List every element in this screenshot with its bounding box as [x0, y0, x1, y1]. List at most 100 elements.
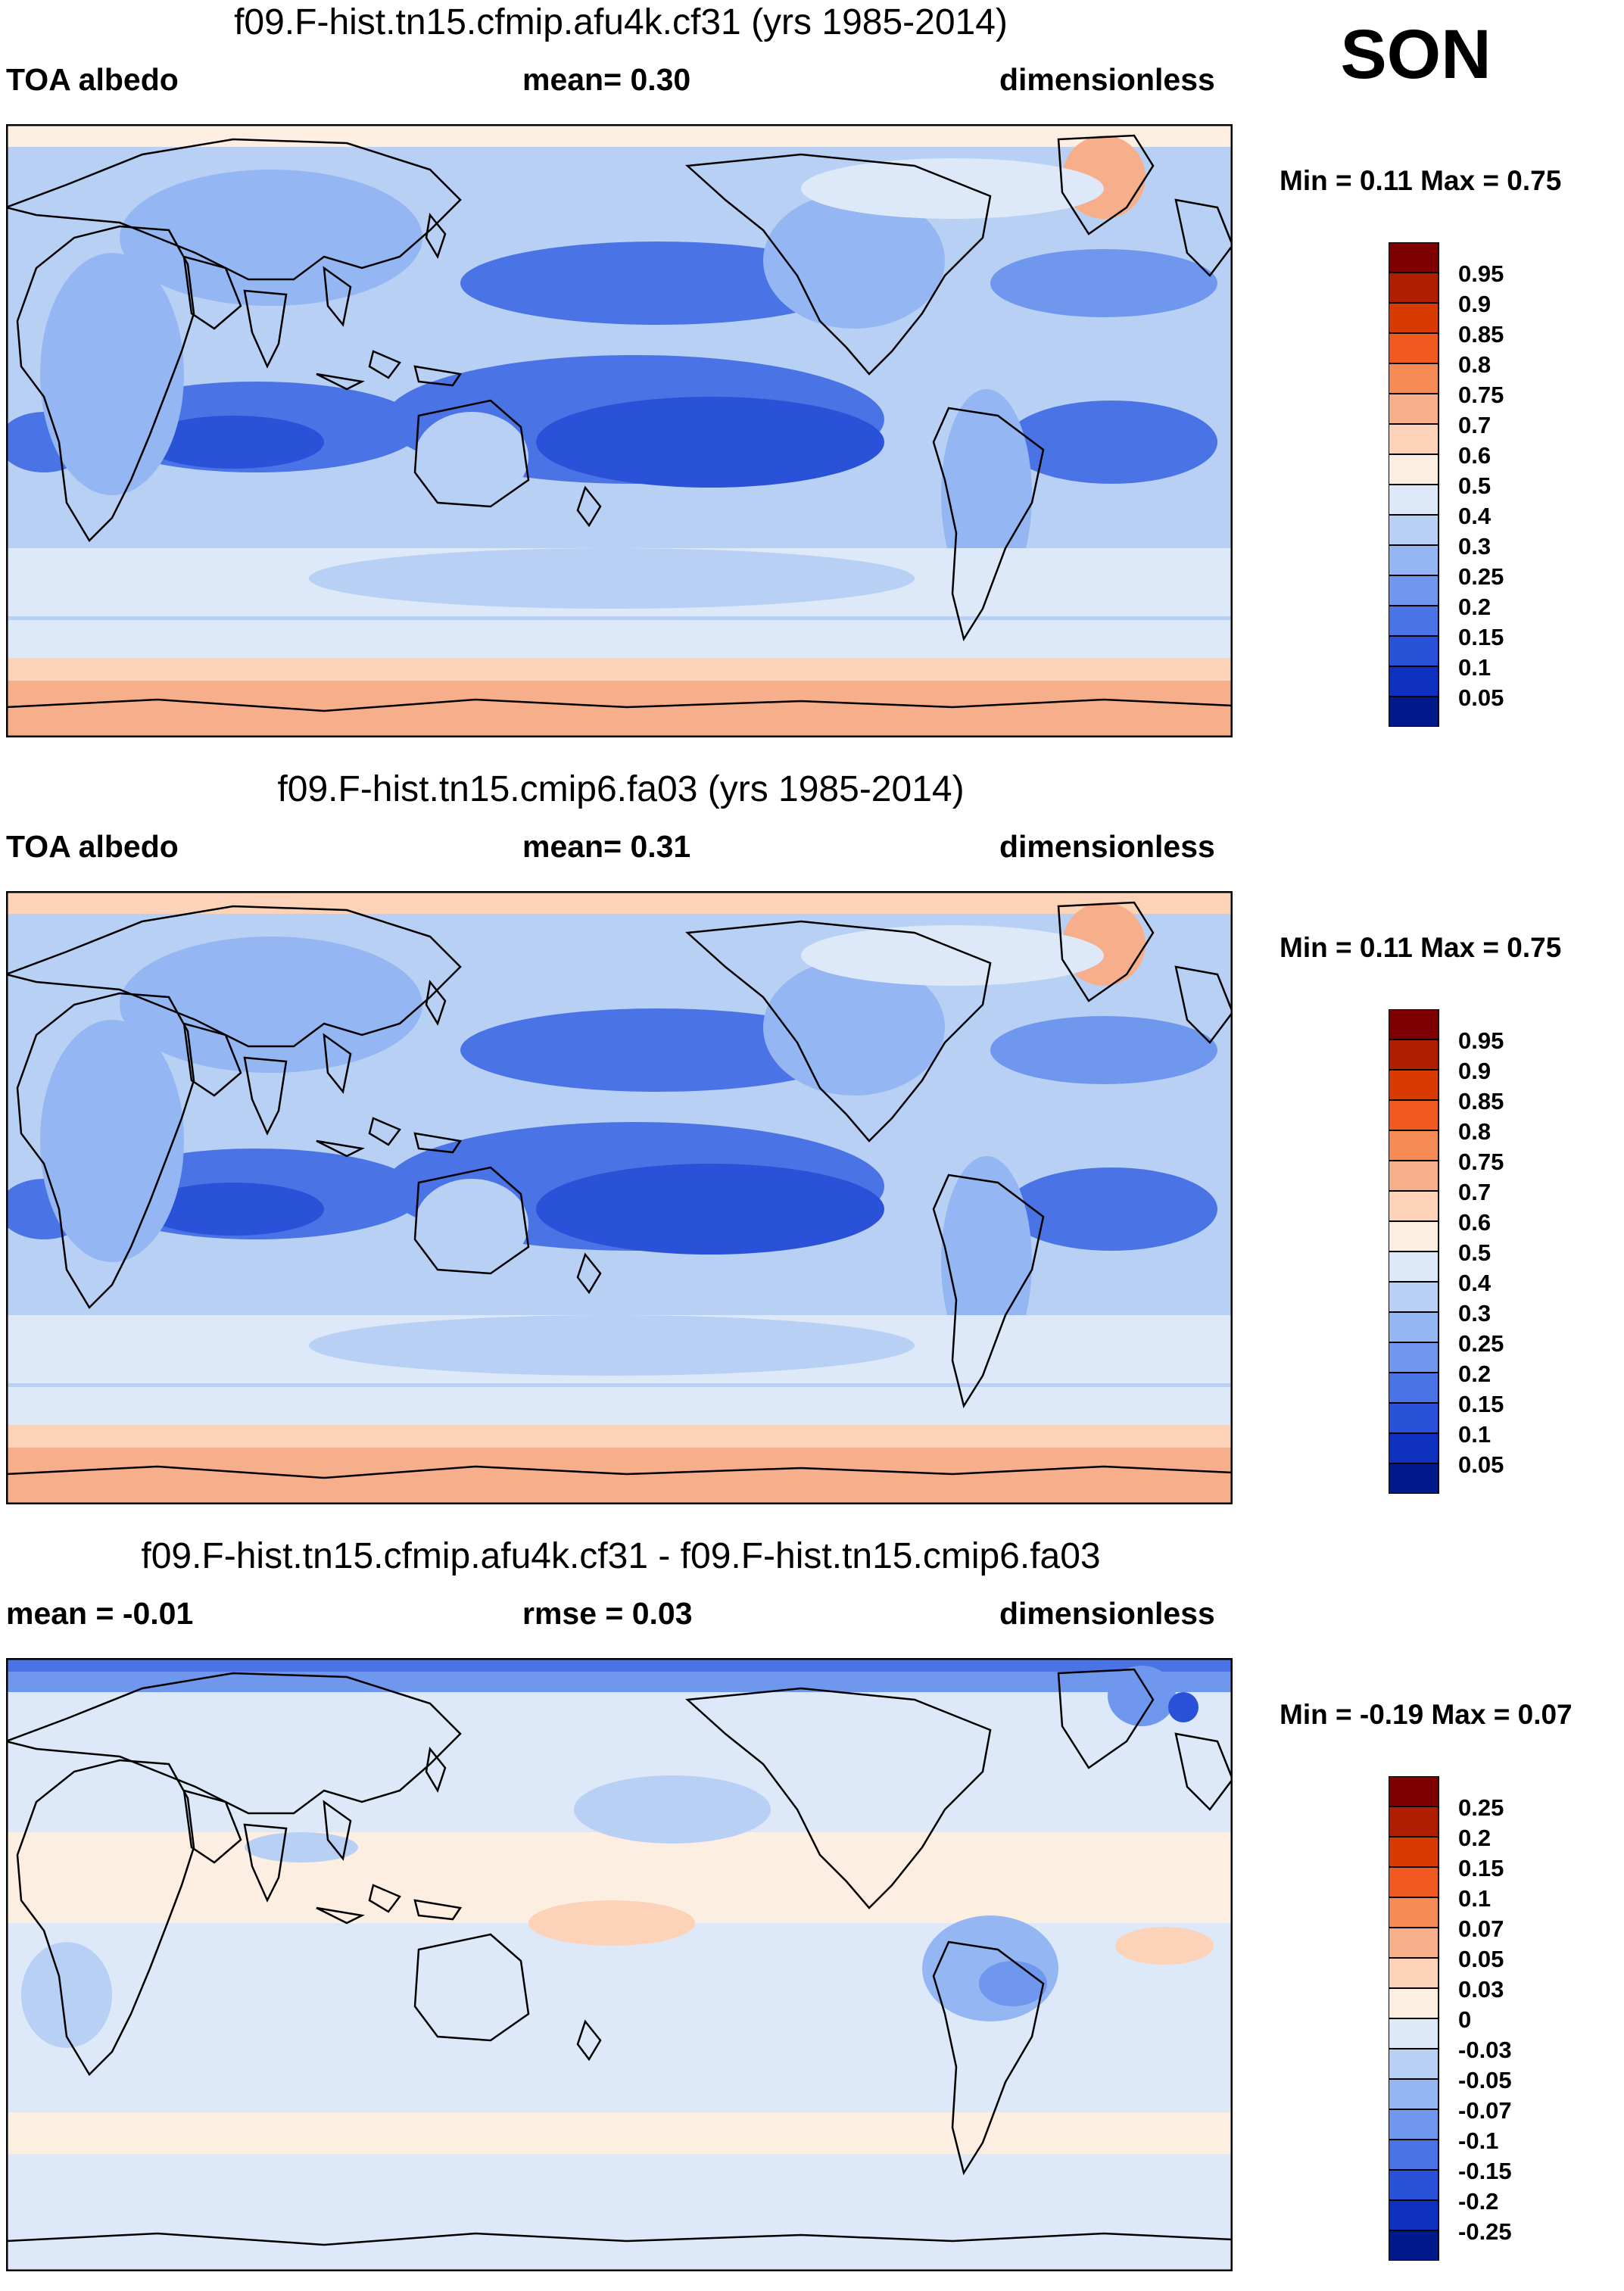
coastline: [323, 1800, 352, 1861]
colorbar: 0.25 0.2 0.15 0.1 0.07 0.05 0.03 0 -0.03 -0.05 -0.…: [1389, 1776, 1512, 2261]
coastline: [6, 2232, 1233, 2271]
colorbar-tick-label: 0.07: [1458, 1915, 1504, 1942]
colorbar: 0.95 0.9 0.85 0.8 0.75 0.7 0.6 0.5 0.4 0.3 0.25 0.2…: [1389, 1009, 1504, 1494]
rmse-label: rmse = 0.03: [522, 1596, 693, 1631]
colorbar-box: [1389, 454, 1439, 485]
map-frame: [6, 1658, 1233, 2271]
colorbar-tick-label: 0.8: [1458, 1118, 1491, 1145]
antarctic-band: [6, 1448, 1233, 1504]
arctic-band: [6, 891, 1233, 914]
coastline: [685, 153, 992, 376]
coastline: [425, 1747, 447, 1793]
colorbar-tick-label: 0.3: [1458, 1300, 1491, 1326]
colorbar-tick-label: -0.25: [1458, 2218, 1512, 2245]
negative-anomaly: [245, 1832, 358, 1862]
min-max-label: Min = -0.19 Max = 0.07: [1280, 1699, 1573, 1730]
colorbar-box: [1389, 696, 1439, 727]
colorbar-box: [1389, 1009, 1439, 1040]
coastline: [425, 213, 447, 259]
colorbar-box: [1389, 2230, 1439, 2261]
arctic-band: [6, 124, 1233, 147]
colorbar-tick-label: 0.05: [1458, 684, 1504, 711]
colorbar-tick-label: -0.03: [1458, 2037, 1512, 2063]
contour-region: [1168, 1692, 1199, 1722]
storm-track-band: [6, 620, 1233, 658]
coastline: [685, 1687, 992, 1909]
colorbar-box: [1389, 1251, 1439, 1283]
antarctic-band: [6, 681, 1233, 737]
season-label: SON: [1340, 16, 1492, 93]
contour-region: [460, 1008, 854, 1092]
colorbar-box: [1389, 2078, 1439, 2110]
contour-region: [142, 416, 324, 469]
coastline: [1057, 901, 1155, 1002]
coastline: [685, 920, 992, 1142]
coastline: [6, 1672, 462, 1815]
colorbar-box: [1389, 1866, 1439, 1898]
coastline: [368, 350, 401, 379]
storm-track-band: [6, 1387, 1233, 1425]
panel-title: f09.F-hist.tn15.cfmip.afu4k.cf31 - f09.F…: [141, 1536, 1101, 1576]
colorbar-tick-label: 0.25: [1458, 563, 1504, 590]
colorbar-tick-label: 0.15: [1458, 1855, 1504, 1881]
coastline: [368, 1117, 401, 1146]
colorbar-box: [1389, 332, 1439, 364]
variable-label: TOA albedo: [6, 62, 179, 97]
colorbar-tick-label: -0.05: [1458, 2067, 1512, 2093]
colorbar-box: [1389, 605, 1439, 637]
contour-region: [1108, 1666, 1176, 1726]
colorbar-box: [1389, 1039, 1439, 1071]
north-america-region: [763, 959, 945, 1096]
coastline: [6, 1465, 1233, 1504]
contour-region: [536, 397, 884, 488]
colorbar-tick-label: 0.85: [1458, 321, 1504, 348]
units-label: dimensionless: [999, 829, 1215, 864]
north-america-region: [763, 192, 945, 329]
colorbar-box: [1389, 1281, 1439, 1313]
min-max-label: Min = 0.11 Max = 0.75: [1280, 165, 1562, 196]
coastline: [932, 407, 1045, 642]
colorbar-box: [1389, 1432, 1439, 1464]
colorbar-box: [1389, 1099, 1439, 1131]
min-max-label: Min = 0.11 Max = 0.75: [1280, 932, 1562, 963]
colorbar-tick-label: 0.25: [1458, 1330, 1504, 1357]
colorbar-tick-label: 0.8: [1458, 351, 1491, 378]
panel-2: f09.F-hist.tn15.cmip6.fa03 (yrs 1985-201…: [0, 767, 1624, 1524]
coastline: [413, 1166, 530, 1275]
mean-label: mean = -0.01: [6, 1596, 194, 1631]
colorbar-tick-label: 0: [1458, 2006, 1471, 2033]
contour-region: [990, 1016, 1217, 1084]
map-frame: [6, 891, 1233, 1504]
contour-region: [309, 548, 915, 609]
coastline: [413, 1933, 530, 2042]
coastline: [1174, 198, 1233, 277]
panel-title: f09.F-hist.tn15.cfmip.afu4k.cf31 (yrs 19…: [234, 2, 1008, 42]
colorbar-box: [1389, 2169, 1439, 2201]
variable-label: TOA albedo: [6, 829, 179, 864]
contour-region: [1005, 401, 1217, 484]
coastline: [16, 992, 195, 1310]
colorbar-tick-label: 0.6: [1458, 442, 1491, 469]
colorbar-box: [1389, 665, 1439, 697]
contour-region: [536, 1164, 884, 1255]
colorbar-tick-label: 0.15: [1458, 624, 1504, 650]
colorbar-tick-label: 0.7: [1458, 1179, 1491, 1205]
colorbar-tick-label: 0.7: [1458, 412, 1491, 438]
coastline: [576, 1252, 602, 1295]
africa-region: [40, 1020, 184, 1262]
colorbar-box: [1389, 1806, 1439, 1837]
contour-region: [1005, 1167, 1217, 1251]
coastline: [932, 1940, 1045, 2176]
colorbar-box: [1389, 393, 1439, 425]
coastline: [576, 2019, 602, 2062]
coastline: [1174, 965, 1233, 1044]
colorbar-box: [1389, 1897, 1439, 1928]
colorbar-box: [1389, 1957, 1439, 1989]
colorbar-tick-label: 0.25: [1458, 1794, 1504, 1821]
colorbar-box: [1389, 1402, 1439, 1434]
colorbar-tick-label: 0.75: [1458, 1149, 1504, 1175]
mean-label: mean= 0.31: [522, 829, 691, 864]
colorbar-tick-label: 0.75: [1458, 382, 1504, 408]
australia-region: [415, 1179, 528, 1270]
colorbar-box: [1389, 1130, 1439, 1161]
